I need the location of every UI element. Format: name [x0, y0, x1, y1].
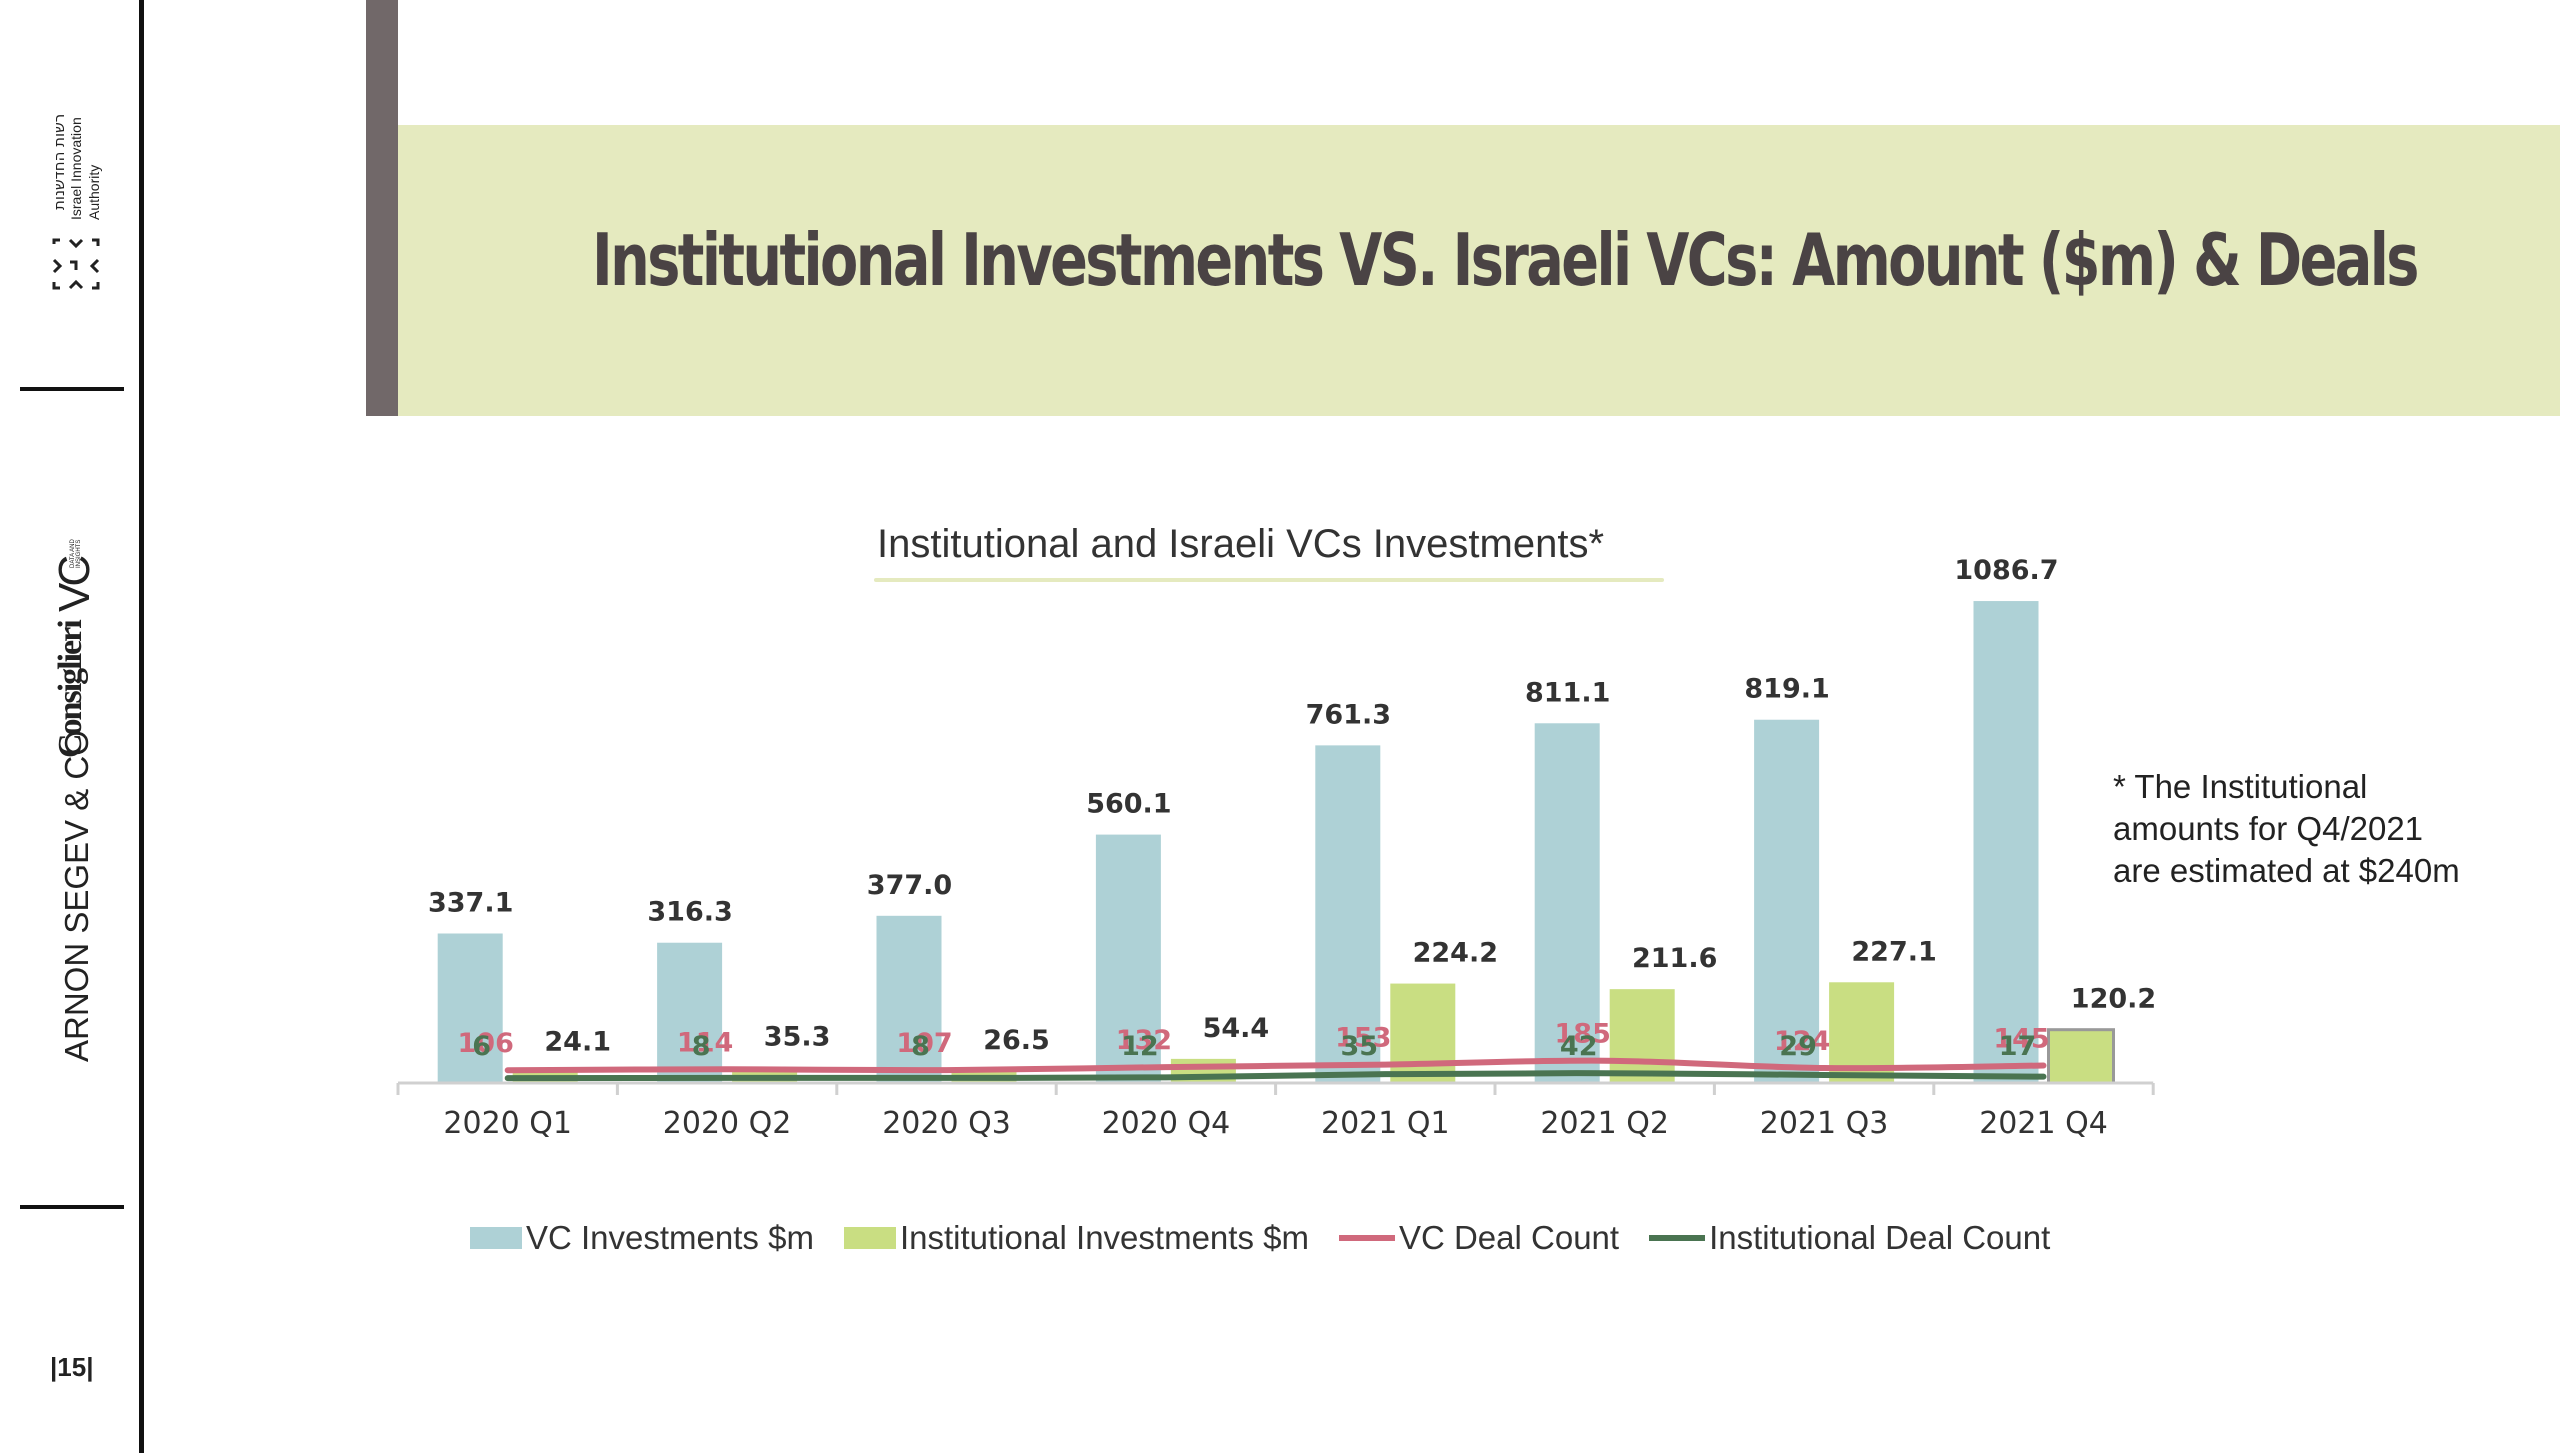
bar-vc-investments: [1315, 745, 1381, 1083]
x-tick-label: 2020 Q1: [443, 1106, 572, 1141]
x-tick-label: 2021 Q2: [1540, 1106, 1669, 1141]
data-label-vc-investments: 377.0: [867, 870, 952, 901]
data-label-vc-investments: 819.1: [1744, 674, 1829, 705]
chart-title-underline: [874, 578, 1664, 582]
data-label-vc-deal-count: 106: [458, 1028, 514, 1059]
x-tick-label: 2021 Q1: [1321, 1106, 1450, 1141]
sidebar: רשות החדשנות Israel Innovation Authority…: [0, 0, 144, 1453]
legend-label-institutional-deal-count: Institutional Deal Count: [1709, 1219, 2051, 1256]
data-label-institutional-deal-count: 8: [692, 1031, 711, 1062]
page-number: |15|: [50, 1352, 94, 1382]
data-label-institutional-deal-count: 42: [1560, 1031, 1598, 1062]
sidebar-divider-top: [20, 387, 124, 391]
legend-swatch-vc-deal-count: [1338, 1235, 1395, 1241]
data-label-institutional-investments: 224.2: [1413, 938, 1498, 969]
bar-vc-investments: [437, 933, 503, 1083]
legend-label-vc-investments: VC Investments $m: [526, 1219, 814, 1256]
data-label-vc-deal-count: 107: [896, 1028, 952, 1059]
legend-item-vc-deal-count: VC Deal Count: [1338, 1219, 1620, 1257]
bar-vc-investments: [876, 915, 942, 1083]
bar-institutional-investments: [1390, 983, 1456, 1083]
data-label-institutional-deal-count: 6: [472, 1031, 491, 1062]
x-tick-label: 2020 Q2: [663, 1106, 792, 1141]
legend-item-vc-investments: VC Investments $m: [470, 1219, 814, 1257]
data-label-vc-deal-count: 114: [677, 1027, 733, 1058]
line-institutional-deal-count: [504, 1070, 2047, 1082]
iia-logo-icon: [52, 238, 100, 290]
bar-vc-investments: [1754, 719, 1820, 1083]
data-label-institutional-deal-count: 12: [1121, 1031, 1159, 1062]
data-label-vc-investments: 337.1: [428, 887, 513, 918]
chart-title: Institutional and Israeli VCs Investment…: [877, 522, 1605, 566]
data-label-institutional-investments: 211.6: [1632, 943, 1717, 974]
data-label-institutional-investments: 227.1: [1851, 936, 1936, 967]
data-label-institutional-deal-count: 8: [911, 1031, 930, 1062]
data-label-institutional-deal-count: 17: [1999, 1031, 2037, 1062]
data-label-vc-investments: 560.1: [1086, 789, 1171, 820]
title-accent-bar: [366, 0, 398, 416]
data-label-institutional-investments: 26.5: [983, 1025, 1050, 1056]
x-tick-label: 2020 Q3: [882, 1106, 1011, 1141]
x-tick-label: 2020 Q4: [1102, 1106, 1231, 1141]
data-label-vc-investments: 316.3: [647, 897, 732, 928]
bar-vc-investments: [1973, 601, 2039, 1083]
page-title: Institutional Investments VS. Israeli VC…: [592, 218, 2419, 302]
data-label-vc-investments: 1086.7: [1954, 555, 2058, 586]
data-label-vc-deal-count: 145: [1993, 1024, 2049, 1055]
bar-vc-investments: [657, 942, 723, 1083]
data-label-institutional-investments: 54.4: [1203, 1013, 1270, 1044]
data-label-institutional-investments: 24.1: [544, 1026, 611, 1057]
legend-swatch-institutional-deal-count: [1649, 1235, 1706, 1241]
legend-swatch-vc-investments: [470, 1227, 522, 1249]
data-label-institutional-investments: 120.2: [2071, 984, 2156, 1015]
chart-legend: VC Investments $m Institutional Investme…: [470, 1219, 2080, 1257]
bar-vc-investments: [1534, 723, 1600, 1083]
legend-label-vc-deal-count: VC Deal Count: [1398, 1219, 1620, 1256]
bar-vc-investments: [1095, 834, 1161, 1083]
legend-item-institutional-deal-count: Institutional Deal Count: [1649, 1219, 2050, 1257]
x-tick-label: 2021 Q3: [1760, 1106, 1889, 1141]
data-label-vc-deal-count: 185: [1555, 1019, 1611, 1050]
sidebar-divider-bottom: [20, 1205, 124, 1209]
data-label-institutional-investments: 35.3: [764, 1021, 831, 1052]
data-label-institutional-deal-count: 35: [1341, 1031, 1379, 1062]
x-tick-label: 2021 Q4: [1979, 1106, 2108, 1141]
line-vc-deal-count: [504, 1057, 2047, 1074]
data-label-vc-deal-count: 124: [1774, 1026, 1830, 1057]
data-label-vc-investments: 811.1: [1525, 677, 1610, 708]
estimate-note: * The Institutional amounts for Q4/2021 …: [2113, 768, 2460, 889]
legend-swatch-institutional-investments: [843, 1227, 896, 1249]
legend-item-institutional-investments: Institutional Investments $m: [843, 1219, 1309, 1257]
data-label-institutional-deal-count: 29: [1779, 1031, 1817, 1062]
data-label-vc-investments: 761.3: [1306, 699, 1391, 730]
bar-institutional-investments: [1609, 989, 1675, 1083]
bar-institutional-investments: [2047, 1028, 2115, 1085]
data-label-vc-deal-count: 132: [1116, 1025, 1172, 1056]
legend-label-institutional-investments: Institutional Investments $m: [899, 1219, 1309, 1256]
title-band: [398, 125, 2560, 416]
data-label-vc-deal-count: 153: [1335, 1023, 1391, 1054]
